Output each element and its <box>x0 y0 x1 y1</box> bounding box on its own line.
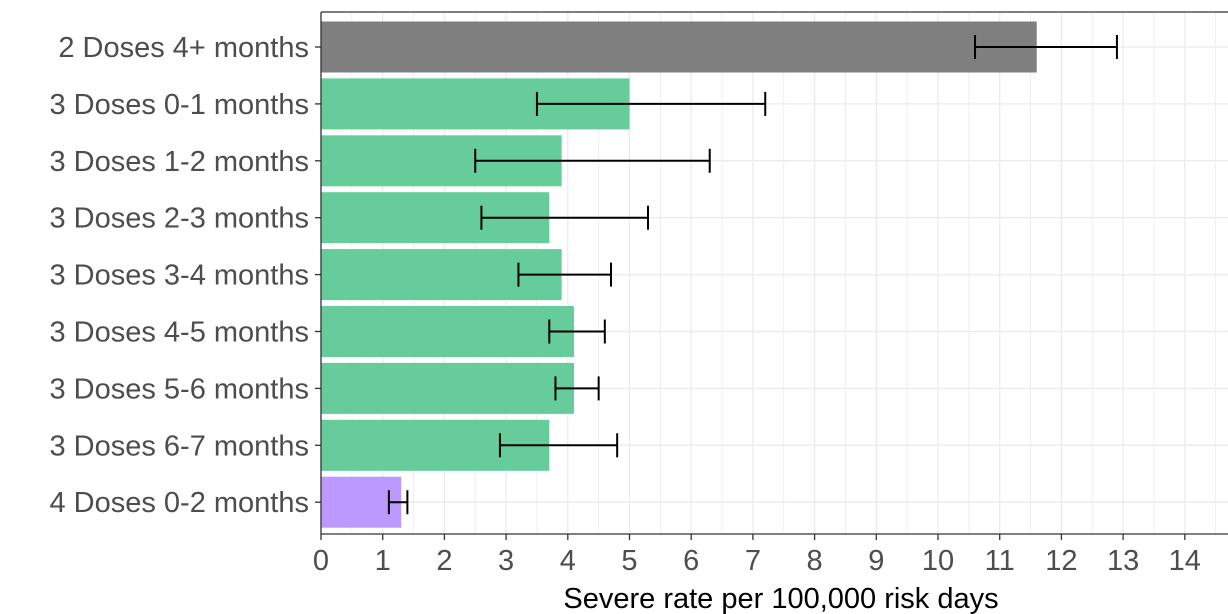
category-label: 3 Doses 2-3 months <box>49 203 309 235</box>
x-tick-label: 13 <box>1107 545 1139 577</box>
bar-4-doses-0-2-months <box>321 476 402 528</box>
x-tick-label: 7 <box>745 545 761 577</box>
category-label: 3 Doses 5-6 months <box>49 373 309 405</box>
bar-3-doses-5-6-months <box>321 362 574 414</box>
category-label: 3 Doses 4-5 months <box>49 317 309 349</box>
category-label: 2 Doses 4+ months <box>58 32 309 64</box>
x-tick-label: 3 <box>498 545 514 577</box>
bar-3-doses-4-5-months <box>321 306 574 357</box>
error-bar <box>974 35 1118 59</box>
error-bar <box>387 490 409 515</box>
error-bar <box>474 148 711 173</box>
x-tick-label: 0 <box>313 545 329 577</box>
x-tick-label: 4 <box>560 545 576 577</box>
error-bars <box>387 35 1118 515</box>
bar-2-doses-4-months <box>321 21 1037 73</box>
error-bar <box>554 376 600 401</box>
error-bar <box>548 319 606 344</box>
category-label: 4 Doses 0-2 months <box>49 487 309 519</box>
category-label: 3 Doses 3-4 months <box>49 260 309 292</box>
category-label: 3 Doses 6-7 months <box>49 430 309 462</box>
x-tick-label: 6 <box>683 545 699 577</box>
x-axis-title: Severe rate per 100,000 risk days <box>563 583 998 614</box>
error-bar <box>498 433 619 458</box>
x-tick-labels: 0 1 2 3 4 5 6 7 8 9 10 11 12 13 14 <box>313 545 1201 577</box>
error-bar <box>535 91 767 116</box>
x-tick-label: 10 <box>922 545 954 577</box>
x-tick-label: 5 <box>621 545 637 577</box>
error-bar <box>517 262 612 287</box>
x-tick-label: 11 <box>985 545 1015 577</box>
error-bar <box>480 205 650 230</box>
category-label: 3 Doses 1-2 months <box>49 146 309 178</box>
x-tick-label: 12 <box>1045 545 1077 577</box>
x-tick-label: 2 <box>436 545 452 577</box>
x-tick-label: 9 <box>868 545 884 577</box>
x-tick-label: 1 <box>375 545 391 577</box>
category-labels: 2 Doses 4+ months 3 Doses 0-1 months 3 Dos… <box>49 32 309 519</box>
x-tick-label: 14 <box>1169 545 1201 577</box>
axes <box>315 11 1228 540</box>
category-label: 3 Doses 0-1 months <box>49 89 309 121</box>
x-tick-label: 8 <box>807 545 823 577</box>
